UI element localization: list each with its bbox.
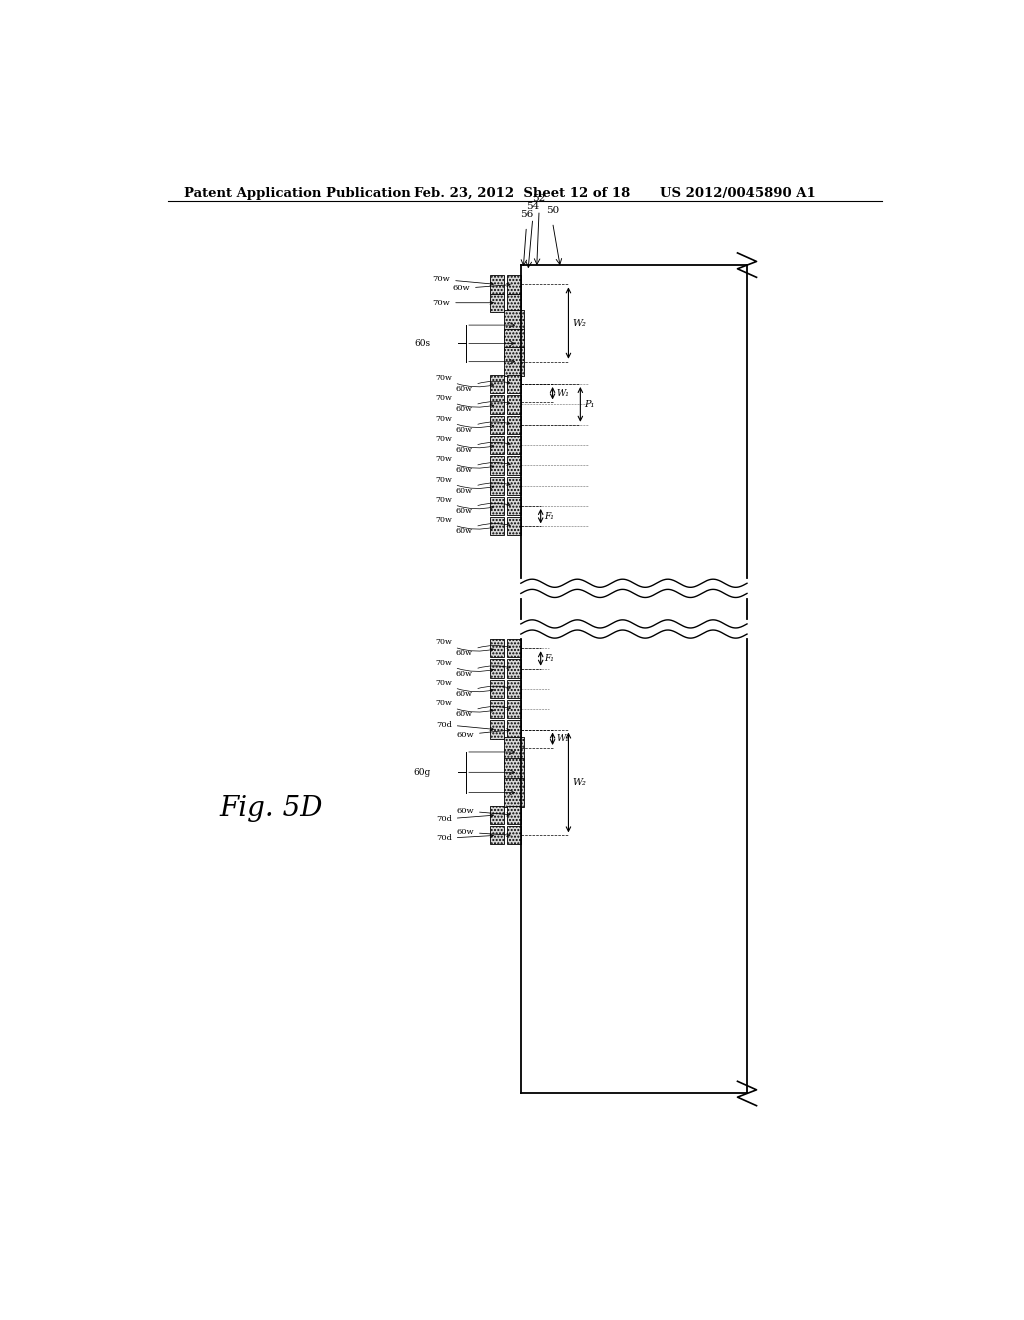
Text: 50: 50 [546, 206, 559, 215]
Bar [489, 680, 504, 698]
Bar [504, 738, 523, 767]
Text: W₂: W₂ [572, 318, 587, 327]
Bar [507, 436, 521, 454]
Bar [507, 276, 521, 293]
Text: 70w: 70w [435, 455, 494, 469]
Text: 60w: 60w [457, 807, 510, 816]
Bar [504, 329, 523, 358]
Bar [489, 293, 504, 312]
Bar [507, 517, 521, 536]
Text: 60w: 60w [457, 729, 510, 739]
Bar [489, 639, 504, 657]
Bar [489, 457, 504, 474]
Text: W₁: W₁ [557, 734, 569, 743]
Text: 60w: 60w [456, 482, 510, 495]
Bar [489, 477, 504, 495]
Bar [507, 375, 521, 393]
Text: 60w: 60w [457, 828, 510, 837]
Text: 54: 54 [526, 202, 540, 211]
Text: 70d: 70d [436, 721, 494, 730]
Bar [507, 721, 521, 739]
Bar [507, 805, 521, 824]
Bar [507, 496, 521, 515]
Text: 60w: 60w [453, 284, 510, 293]
Bar [489, 517, 504, 536]
Text: 60w: 60w [456, 706, 510, 718]
Bar [507, 293, 521, 312]
Text: 70w: 70w [432, 298, 494, 306]
Text: 70w: 70w [435, 516, 494, 529]
Text: 60w: 60w [456, 442, 510, 454]
Text: Feb. 23, 2012  Sheet 12 of 18: Feb. 23, 2012 Sheet 12 of 18 [414, 187, 630, 199]
Bar [504, 758, 523, 787]
Text: 70w: 70w [435, 414, 494, 428]
Bar [489, 721, 504, 739]
Text: 60w: 60w [456, 685, 510, 698]
Text: Patent Application Publication: Patent Application Publication [183, 187, 411, 199]
Text: 70w: 70w [435, 496, 494, 510]
Text: 70w: 70w [435, 678, 494, 692]
Text: 70w: 70w [435, 638, 494, 652]
Text: 70w: 70w [432, 276, 494, 285]
Text: 70w: 70w [435, 434, 494, 449]
Bar [489, 496, 504, 515]
Text: 60g: 60g [413, 768, 430, 776]
Bar [489, 276, 504, 293]
Bar [489, 395, 504, 413]
Bar [489, 826, 504, 845]
Text: 60w: 60w [456, 462, 510, 474]
Text: F₁: F₁ [545, 653, 555, 663]
Text: 52: 52 [532, 194, 546, 203]
Bar [507, 680, 521, 698]
Text: 60w: 60w [456, 421, 510, 434]
Bar [504, 310, 523, 339]
Bar [507, 700, 521, 718]
Bar [507, 395, 521, 413]
Bar [507, 639, 521, 657]
Text: 60w: 60w [456, 380, 510, 393]
Text: 70d: 70d [436, 814, 494, 824]
Bar [507, 457, 521, 474]
Text: 70d: 70d [436, 834, 494, 842]
Text: 60w: 60w [456, 523, 510, 536]
Text: 70w: 70w [435, 475, 494, 488]
Bar [489, 375, 504, 393]
Text: 70w: 70w [435, 659, 494, 672]
Bar [504, 777, 523, 808]
Bar [504, 347, 523, 376]
Text: 60w: 60w [456, 503, 510, 515]
Bar [507, 660, 521, 677]
Bar [489, 416, 504, 434]
Bar [507, 826, 521, 845]
Text: W₂: W₂ [572, 777, 587, 787]
Text: F₁: F₁ [545, 512, 555, 520]
Text: Fig. 5D: Fig. 5D [219, 796, 323, 822]
Text: 60w: 60w [456, 645, 510, 657]
Text: 60s: 60s [415, 339, 430, 348]
Bar [507, 416, 521, 434]
Text: US 2012/0045890 A1: US 2012/0045890 A1 [659, 187, 815, 199]
Text: W₁: W₁ [557, 388, 569, 397]
Text: 56: 56 [520, 210, 534, 219]
Bar [489, 805, 504, 824]
Bar [489, 700, 504, 718]
Bar [489, 436, 504, 454]
Text: 70w: 70w [435, 374, 494, 387]
Text: 60w: 60w [456, 401, 510, 413]
Bar [489, 660, 504, 677]
Text: P₁: P₁ [585, 400, 595, 409]
Text: 60w: 60w [456, 665, 510, 677]
Bar [507, 477, 521, 495]
Text: 70w: 70w [435, 700, 494, 713]
Text: 70w: 70w [435, 395, 494, 408]
